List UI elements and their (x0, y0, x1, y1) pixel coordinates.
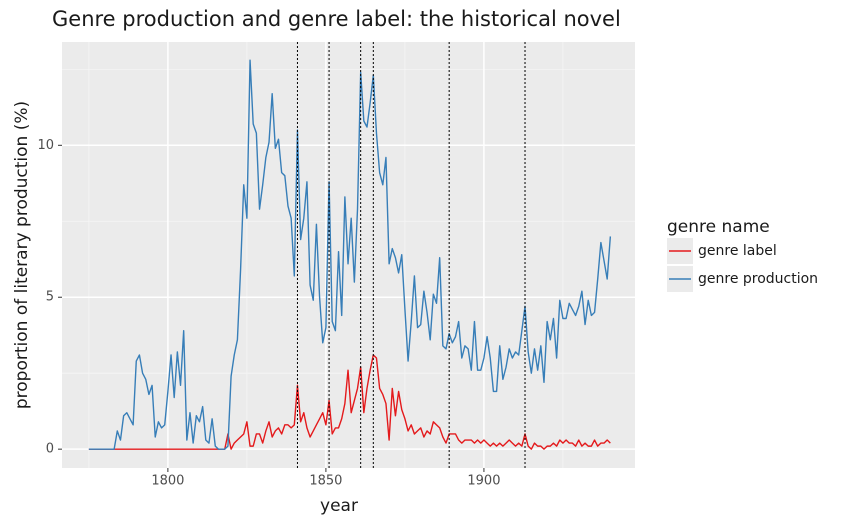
x-tick-label: 1850 (309, 474, 342, 489)
legend: genre label genre production (667, 238, 818, 292)
y-tick-label: 5 (46, 290, 54, 305)
x-tick-label: 1800 (151, 474, 184, 489)
y-tick-label: 10 (37, 138, 54, 153)
legend-title: genre name (667, 217, 770, 237)
series-line (88, 59, 612, 450)
x-axis-label: year (320, 496, 358, 516)
y-tick-label: 0 (46, 442, 54, 457)
legend-label: genre production (698, 271, 818, 287)
x-tick-label: 1900 (467, 474, 500, 489)
chart-title: Genre production and genre label: the hi… (52, 7, 621, 31)
y-axis-label: proportion of literary production (%) (12, 101, 32, 409)
legend-label: genre label (698, 243, 777, 259)
series-line (88, 354, 611, 450)
plot: 1800 1850 1900 0 5 10 (37, 42, 635, 489)
